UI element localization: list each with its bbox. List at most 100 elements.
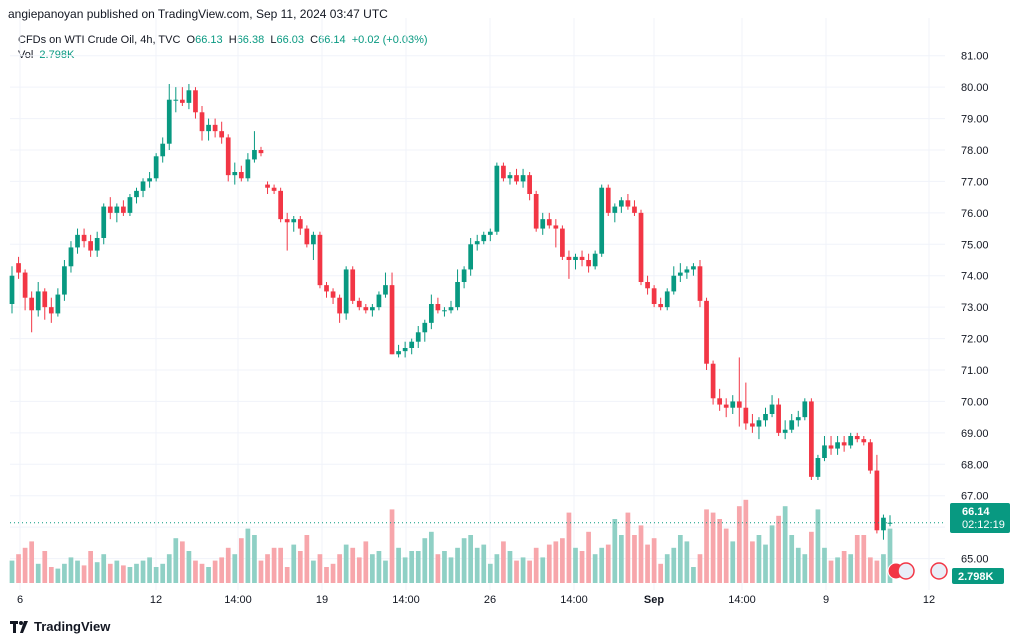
y-tick-label: 70.00 (961, 396, 989, 408)
volume-bar (573, 547, 578, 583)
legend-volume-line[interactable]: Vol 2.798K (18, 49, 74, 61)
volume-bar (828, 560, 834, 583)
volume-bar (42, 551, 48, 583)
event-icons[interactable] (887, 562, 948, 580)
candle-body (265, 184, 270, 188)
candle-body (710, 363, 716, 399)
volume-bar (632, 535, 637, 583)
candle-body (835, 442, 840, 449)
volume-bar (612, 519, 618, 583)
volume-bar (566, 512, 572, 583)
candle-body (350, 269, 356, 301)
volume-bar (736, 506, 742, 583)
volume-bars (9, 499, 893, 583)
candle-body (828, 445, 834, 449)
candle-body (881, 517, 886, 531)
candle-body (206, 124, 211, 132)
volume-bar (887, 528, 893, 583)
volume-bar (212, 560, 218, 583)
candle-body (743, 407, 749, 424)
volume-bar (750, 541, 755, 583)
volume-bar (291, 544, 297, 583)
volume-bar (389, 509, 395, 583)
candle-body (658, 304, 664, 308)
y-tick-label: 79.00 (961, 114, 989, 126)
candle-body (179, 99, 185, 103)
candle-body (854, 436, 860, 440)
volume-bar (867, 557, 873, 583)
volume-bar (206, 567, 211, 583)
candle-body (520, 175, 526, 182)
x-tick-label: 19 (316, 594, 328, 606)
legend-symbol-line[interactable]: CFDs on WTI Crude Oil, 4h, TVC O66.13 H6… (18, 34, 428, 46)
volume-bar (730, 541, 736, 583)
volume-bar (48, 567, 54, 583)
legend-high-value: 66.38 (236, 34, 265, 46)
candle-body (704, 300, 709, 364)
volume-bar (546, 544, 552, 583)
candle-body (107, 206, 113, 213)
candle-body (586, 260, 591, 267)
x-tick-label: 14:00 (560, 594, 588, 606)
candle-body (304, 228, 310, 245)
volume-bar (697, 554, 703, 583)
volume-bar (62, 563, 67, 583)
volume-bar (455, 547, 460, 583)
candle-body (409, 341, 415, 348)
volume-bar (664, 554, 670, 583)
volume-bar (238, 538, 244, 583)
volume-bar (199, 563, 205, 583)
volume-bar (468, 535, 474, 583)
candle-body (730, 401, 736, 408)
event-flag-icon-2 (897, 562, 915, 580)
candle-body (560, 228, 565, 257)
candle-body (343, 269, 349, 314)
price-axis: 81.00 80.00 79.00 78.00 77.00 76.00 75.00 74.00… (961, 51, 989, 566)
volume-bar (710, 512, 716, 583)
volume-bar (841, 551, 847, 583)
volume-bar (370, 554, 375, 583)
volume-bar (356, 557, 362, 583)
last-price-label: 66.14 (962, 506, 990, 518)
volume-bar (225, 547, 231, 583)
volume-bar (638, 525, 644, 583)
candle-body (861, 439, 867, 443)
volume-bar (147, 557, 152, 583)
volume-bar (540, 557, 546, 583)
volume-bar (55, 568, 61, 583)
volume-bar (101, 554, 107, 583)
candle-body (22, 272, 28, 298)
candle-body (717, 398, 723, 405)
volume-bar (9, 560, 15, 583)
tradingview-footer[interactable]: TradingView (10, 619, 110, 634)
legend-open-value: 66.13 (195, 34, 223, 46)
volume-bar (422, 538, 428, 583)
volume-bar (809, 531, 814, 583)
candle-body (442, 310, 447, 312)
volume-bar (881, 554, 886, 583)
candle-body (573, 256, 578, 260)
price-chart[interactable]: 81.00 80.00 79.00 78.00 77.00 76.00 75.00 74.00… (0, 0, 1024, 612)
legend-close-label: C (310, 34, 319, 46)
y-tick-label: 78.00 (961, 145, 989, 157)
volume-bar (179, 541, 185, 583)
volume-bar (252, 535, 257, 583)
volume-bar (383, 560, 388, 583)
event-flag-icon-3 (930, 562, 948, 580)
candle-body (638, 212, 644, 282)
legend-vol-value: 2.798K (39, 49, 75, 61)
candle-body (448, 307, 454, 311)
volume-bar (75, 560, 80, 583)
candle-body (422, 322, 428, 333)
volume-bar (756, 535, 762, 583)
candle-body (114, 206, 120, 213)
volume-bar (815, 509, 821, 583)
volume-bar (560, 538, 565, 583)
volume-bar (22, 547, 28, 583)
y-tick-label: 71.00 (961, 365, 989, 377)
volume-bar (245, 528, 251, 583)
candle-body (121, 206, 126, 213)
candle-body (232, 172, 238, 176)
volume-bar (134, 563, 139, 583)
